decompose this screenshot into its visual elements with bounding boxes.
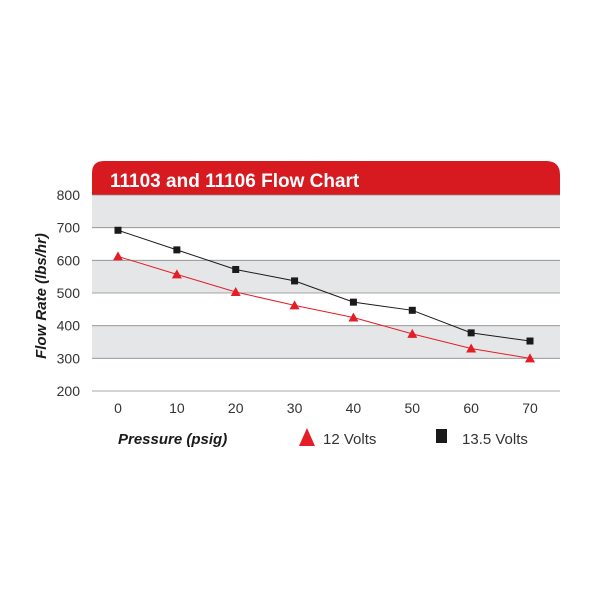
x-tick-label: 30 xyxy=(287,400,303,416)
y-tick-label: 800 xyxy=(57,187,81,203)
y-tick-label: 400 xyxy=(57,318,81,334)
grid-band xyxy=(92,325,560,359)
x-tick-label: 40 xyxy=(346,400,362,416)
grid-band xyxy=(92,195,560,228)
grid-lines xyxy=(92,194,560,392)
data-point-square xyxy=(467,329,475,337)
x-tick-labels: 0 10 20 30 40 50 60 70 xyxy=(114,400,538,416)
grid-band xyxy=(92,260,560,293)
data-point-triangle xyxy=(171,269,182,279)
series-line xyxy=(117,255,531,359)
data-point-square xyxy=(349,298,357,306)
x-tick-label: 0 xyxy=(114,400,122,416)
legend: 12 Volts 13.5 Volts xyxy=(299,428,528,448)
chart-title: 11103 and 11106 Flow Chart xyxy=(110,171,360,192)
data-point-triangle xyxy=(407,328,418,338)
data-point-square xyxy=(173,246,181,254)
series-line xyxy=(117,229,531,342)
data-point-triangle xyxy=(525,353,535,363)
x-tick-label: 20 xyxy=(228,400,244,416)
series-layer xyxy=(113,226,535,363)
legend-square-icon xyxy=(436,429,447,443)
grid-band xyxy=(92,293,560,326)
grid-band xyxy=(92,227,560,261)
data-point-square xyxy=(114,226,122,234)
x-tick-label: 70 xyxy=(522,400,538,416)
data-point-triangle xyxy=(466,343,477,353)
y-tick-labels: 800 700 600 500 400 300 200 xyxy=(57,187,81,399)
y-axis-title: Flow Rate (lbs/hr) xyxy=(33,233,50,359)
grid-band xyxy=(92,358,560,391)
x-tick-label: 10 xyxy=(169,400,185,416)
data-point-square xyxy=(291,277,299,285)
x-tick-label: 50 xyxy=(404,400,420,416)
y-tick-label: 600 xyxy=(57,252,81,268)
data-point-triangle xyxy=(348,312,359,322)
data-point-square xyxy=(526,337,534,345)
x-tick-label: 60 xyxy=(463,400,479,416)
grid-bands xyxy=(92,195,560,391)
data-point-square xyxy=(408,306,416,314)
title-bar xyxy=(92,161,560,195)
data-point-triangle xyxy=(230,287,241,297)
y-tick-label: 300 xyxy=(57,350,81,366)
y-tick-label: 200 xyxy=(57,383,81,399)
data-point-square xyxy=(232,265,240,273)
legend-triangle-icon xyxy=(299,428,315,446)
legend-label-13-5v: 13.5 Volts xyxy=(462,431,528,448)
legend-label-12v: 12 Volts xyxy=(323,431,376,448)
data-point-triangle xyxy=(289,300,300,310)
x-axis-title: Pressure (psig) xyxy=(118,431,227,448)
y-tick-label: 500 xyxy=(57,285,81,301)
data-point-triangle xyxy=(113,251,123,261)
y-tick-label: 700 xyxy=(57,220,81,236)
